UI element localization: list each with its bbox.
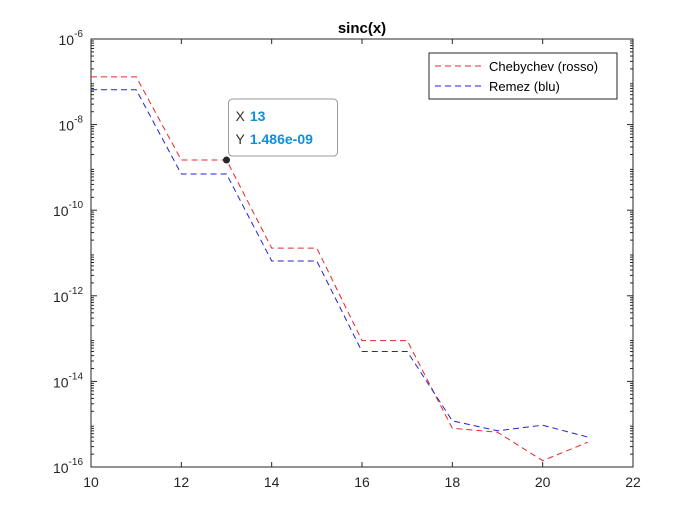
data-point xyxy=(90,89,92,91)
data-point xyxy=(316,260,318,262)
x-tick-label: 16 xyxy=(354,474,370,490)
data-point xyxy=(135,76,137,78)
y-tick-label-base: 10 xyxy=(53,374,69,390)
data-point xyxy=(271,247,273,249)
legend-box xyxy=(428,52,618,100)
series-line-chebychev xyxy=(91,76,588,462)
data-point xyxy=(587,441,589,443)
x-tick-label: 18 xyxy=(445,474,461,490)
series-layer xyxy=(90,76,589,462)
data-point xyxy=(542,424,544,426)
y-tick-label-exponent: -14 xyxy=(69,371,84,382)
data-point xyxy=(181,173,183,175)
data-point xyxy=(406,340,408,342)
x-tick-label: 20 xyxy=(535,474,551,490)
data-point xyxy=(181,159,183,161)
data-point xyxy=(542,460,544,462)
y-tick-label-exponent: -10 xyxy=(69,200,84,211)
series-line-remez xyxy=(91,89,588,438)
y-tick-label: 10-16 xyxy=(53,457,83,476)
data-point xyxy=(452,420,454,422)
data-point xyxy=(361,340,363,342)
y-tick-label-exponent: -16 xyxy=(69,457,84,468)
datatip[interactable]: X 13Y 1.486e-09 xyxy=(223,98,338,164)
x-tick-label: 22 xyxy=(625,474,641,490)
data-point xyxy=(452,428,454,430)
data-point xyxy=(135,89,137,91)
x-axis: 10 12 14 16 18 20 22 xyxy=(83,39,641,490)
data-point xyxy=(90,76,92,78)
x-tick-label: 10 xyxy=(83,474,99,490)
y-tick-label-base: 10 xyxy=(53,289,69,305)
y-tick-label-base: 10 xyxy=(53,460,69,476)
datatip-y-value: 1.486e-09 xyxy=(250,131,313,147)
y-tick-label-base: 10 xyxy=(53,203,69,219)
datatip-x-row: X 13 xyxy=(236,108,266,124)
data-point xyxy=(316,247,318,249)
y-tick-label-base: 10 xyxy=(59,32,75,48)
y-tick-label: 10-14 xyxy=(53,371,83,390)
data-point xyxy=(226,173,228,175)
y-tick-label: 10-8 xyxy=(59,115,84,134)
legend-label: Chebychev (rosso) xyxy=(489,59,598,74)
datatip-x-label: X xyxy=(236,108,246,124)
datatip-y-row: Y 1.486e-09 xyxy=(236,131,314,147)
datatip-marker[interactable] xyxy=(223,156,230,164)
plot-area: 10 12 14 16 18 20 22 10-1610-1410-1210-1010-81… xyxy=(53,29,641,490)
y-tick-label: 10-6 xyxy=(59,29,84,48)
data-point xyxy=(497,431,499,433)
y-tick-label: 10-12 xyxy=(53,286,83,305)
data-point xyxy=(406,351,408,353)
chart-title: sinc(x) xyxy=(338,20,386,37)
axes-box xyxy=(90,38,634,468)
datatip-y-label: Y xyxy=(236,131,246,147)
y-tick-label-base: 10 xyxy=(59,118,75,134)
datatip-box[interactable] xyxy=(228,98,338,157)
data-point xyxy=(361,351,363,353)
datatip-x-value: 13 xyxy=(250,108,266,124)
x-tick-label: 12 xyxy=(174,474,190,490)
x-tick-label: 14 xyxy=(264,474,280,490)
data-point xyxy=(497,430,499,432)
legend[interactable]: Chebychev (rosso) Remez (blu) xyxy=(428,52,618,100)
data-point xyxy=(271,260,273,262)
y-tick-label: 10-10 xyxy=(53,200,83,219)
y-tick-label-exponent: -12 xyxy=(69,286,84,297)
y-tick-label-exponent: -8 xyxy=(74,115,83,126)
legend-label: Remez (blu) xyxy=(489,79,560,94)
data-point xyxy=(587,436,589,438)
y-tick-label-exponent: -6 xyxy=(74,29,83,40)
